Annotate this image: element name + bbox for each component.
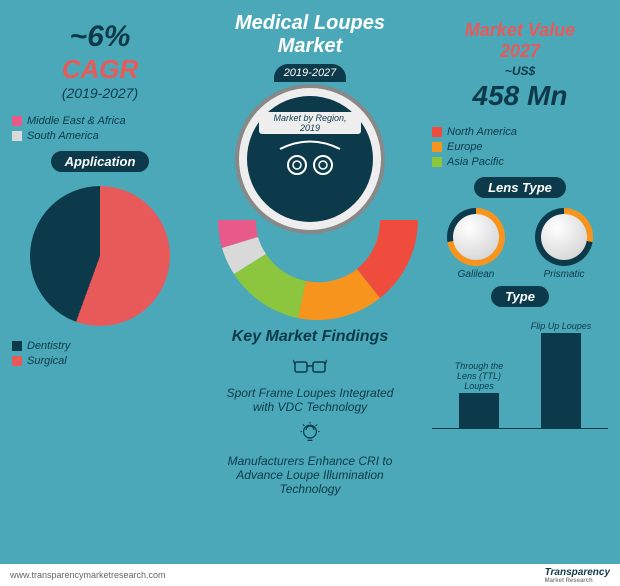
brand-logo: TransparencyMarket Research [545, 567, 610, 584]
cagr-years: (2019-2027) [12, 85, 188, 101]
legend-label: Middle East & Africa [27, 115, 126, 127]
bar [459, 393, 499, 428]
lens-label: Galilean [447, 269, 505, 280]
cagr-value: ~6% [12, 20, 188, 54]
lens-prismatic: Prismatic [535, 208, 593, 280]
swatch-icon [12, 356, 22, 366]
legend-label: Europe [447, 141, 482, 153]
type-pill: Type [491, 286, 549, 307]
findings-heading: Key Market Findings [208, 328, 412, 346]
mv-title: Market Value [432, 20, 608, 41]
bar-label: Flip Up Loupes [531, 321, 592, 331]
finding-2: Manufacturers Enhance CRI to Advance Lou… [208, 454, 412, 496]
legend-item: North America [432, 126, 608, 138]
lens-label: Prismatic [535, 269, 593, 280]
footer: www.transparencymarketresearch.com Trans… [0, 564, 620, 586]
market-value-block: Market Value 2027 ~US$ 458 Mn [432, 20, 608, 112]
legend-label: Surgical [27, 355, 67, 367]
glasses-icon [293, 354, 327, 378]
bulb-icon [293, 422, 327, 446]
region-donut [208, 210, 428, 320]
lens-pill: Lens Type [474, 177, 566, 198]
loupes-icon [275, 139, 345, 179]
mv-value: 458 Mn [432, 80, 608, 112]
legend-item: Asia Pacific [432, 156, 608, 168]
application-pie [30, 186, 170, 326]
lens-ring-icon [535, 208, 593, 266]
region-legend-right: North America Europe Asia Pacific [432, 126, 608, 168]
mv-currency: ~US$ [505, 64, 535, 78]
legend-item: Middle East & Africa [12, 115, 188, 127]
main-title-2: Market [208, 35, 412, 58]
lens-galilean: Galilean [447, 208, 505, 280]
lens-row: Galilean Prismatic [432, 208, 608, 280]
finding-1: Sport Frame Loupes Integrated with VDC T… [208, 386, 412, 414]
swatch-icon [12, 341, 22, 351]
cagr-block: ~6% CAGR (2019-2027) [12, 20, 188, 101]
swatch-icon [432, 127, 442, 137]
swatch-icon [432, 142, 442, 152]
legend-item: South America [12, 130, 188, 142]
footer-url: www.transparencymarketresearch.com [10, 570, 166, 580]
year-badge: 2019-2027 [274, 64, 347, 82]
main-title-1: Medical Loupes [208, 12, 412, 35]
mv-year: 2027 [432, 41, 608, 62]
bar [541, 333, 581, 428]
legend-label: Dentistry [27, 340, 70, 352]
legend-item: Dentistry [12, 340, 188, 352]
lens-ring-icon [447, 208, 505, 266]
region-caption: Market by Region, 2019 [259, 112, 361, 134]
application-pill: Application [51, 151, 150, 172]
legend-label: Asia Pacific [447, 156, 504, 168]
application-legend: Dentistry Surgical [12, 340, 188, 367]
swatch-icon [12, 131, 22, 141]
bar-col: Through the Lens (TTL) Loupes [444, 361, 514, 428]
cagr-label: CAGR [12, 54, 188, 85]
swatch-icon [12, 116, 22, 126]
legend-item: Surgical [12, 355, 188, 367]
legend-item: Europe [432, 141, 608, 153]
swatch-icon [432, 157, 442, 167]
bar-col: Flip Up Loupes [526, 321, 596, 428]
legend-label: South America [27, 130, 99, 142]
brand-text: Transparency [545, 567, 610, 578]
region-legend-left: Middle East & Africa South America [12, 115, 188, 142]
bar-label: Through the Lens (TTL) Loupes [444, 361, 514, 391]
legend-label: North America [447, 126, 517, 138]
brand-sub: Market Research [545, 578, 610, 584]
type-bars: Through the Lens (TTL) Loupes Flip Up Lo… [432, 319, 608, 429]
